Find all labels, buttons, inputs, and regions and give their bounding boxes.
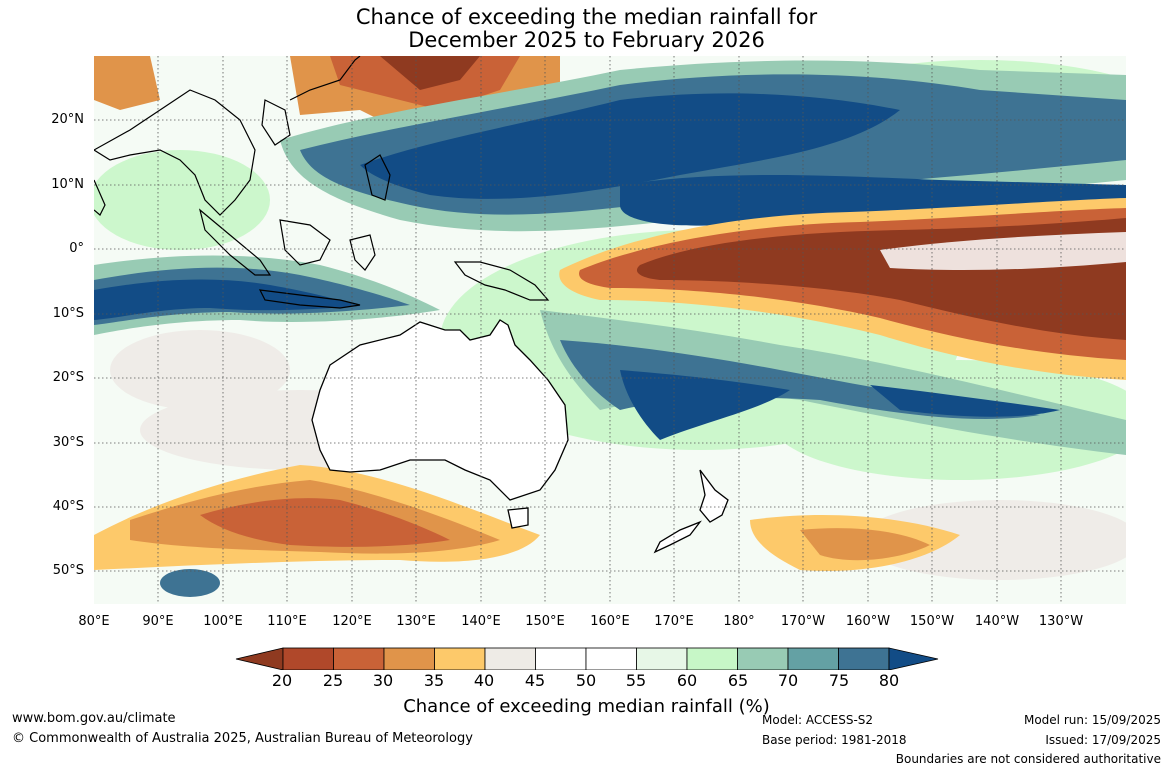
colorbar-tick-75: 75 (828, 671, 850, 690)
lon-label-130w: 130°W (1038, 614, 1084, 629)
lat-label-10s: 10°S (52, 306, 84, 321)
lat-label-0: 0° (69, 241, 84, 256)
dry-equatorial-tongue (559, 198, 1126, 380)
colorbar (235, 647, 939, 670)
colorbar-segment (484, 647, 536, 670)
copyright-text: © Commonwealth of Australia 2025, Austra… (12, 731, 473, 746)
colorbar-segment (535, 647, 587, 670)
colorbar-tick-50: 50 (575, 671, 597, 690)
lon-label-160e: 160°E (590, 614, 630, 629)
lon-label-80e: 80°E (78, 614, 110, 629)
colorbar-segment (333, 647, 385, 670)
wet-band-north (280, 60, 1126, 232)
colorbar-tick-30: 30 (372, 671, 394, 690)
colorbar-tick-35: 35 (423, 671, 445, 690)
lat-label-20s: 20°S (52, 370, 84, 385)
colorbar-tick-25: 25 (322, 671, 344, 690)
colorbar-tick-40: 40 (473, 671, 495, 690)
wet-band-south-pacific (540, 310, 1126, 455)
lon-label-170e: 170°E (654, 614, 694, 629)
lon-label-100e: 100°E (203, 614, 243, 629)
issued-text: Issued: 17/09/2025 (1045, 733, 1161, 747)
base-period-text: Base period: 1981-2018 (762, 733, 907, 747)
colorbar-extend-high (888, 647, 939, 670)
maritime-continent-landmasses (198, 99, 550, 309)
lon-label-120e: 120°E (332, 614, 372, 629)
lon-label-150e: 150°E (525, 614, 565, 629)
colorbar-title: Chance of exceeding median rainfall (%) (403, 696, 770, 717)
colorbar-tick-20: 20 (271, 671, 293, 690)
lon-label-160w: 160°W (845, 614, 891, 629)
colorbar-tick-65: 65 (727, 671, 749, 690)
lon-label-170w: 170°W (780, 614, 826, 629)
colorbar-segment (383, 647, 435, 670)
colorbar-tick-60: 60 (676, 671, 698, 690)
colorbar-tick-45: 45 (524, 671, 546, 690)
lat-label-40s: 40°S (52, 499, 84, 514)
new-zealand-landmass (653, 469, 729, 554)
colorbar-segment (787, 647, 839, 670)
model-text: Model: ACCESS-S2 (762, 713, 874, 727)
graticule (94, 56, 1126, 604)
colorbar-segment (636, 647, 688, 670)
colorbar-segment (282, 647, 334, 670)
lon-label-110e: 110°E (267, 614, 307, 629)
map-title-line-1: Chance of exceeding the median rainfall … (355, 5, 818, 29)
colorbar-segment (737, 647, 789, 670)
lon-label-130e: 130°E (396, 614, 436, 629)
map-title-line-2: December 2025 to February 2026 (408, 28, 765, 52)
colorbar-tick-80: 80 (878, 671, 900, 690)
rainfall-probability-map (94, 56, 1126, 604)
wet-band-indian-ocean (94, 255, 440, 335)
lon-label-180: 180° (723, 614, 755, 629)
lon-label-90e: 90°E (142, 614, 174, 629)
colorbar-segment (838, 647, 890, 670)
lon-label-150w: 150°W (909, 614, 955, 629)
colorbar-tick-70: 70 (777, 671, 799, 690)
colorbar-tick-55: 55 (625, 671, 647, 690)
colorbar-extend-low (235, 647, 284, 670)
model-run-text: Model run: 15/09/2025 (1023, 713, 1161, 727)
colorbar-segment (434, 647, 486, 670)
lat-label-50s: 50°S (52, 563, 84, 578)
lon-label-140e: 140°E (461, 614, 501, 629)
lat-label-20n: 20°N (51, 112, 84, 127)
website-text: www.bom.gov.au/climate (12, 711, 176, 726)
lat-label-30s: 30°S (52, 435, 84, 450)
disclaimer-text: Boundaries are not considered authoritat… (895, 752, 1161, 766)
australia-landmass (311, 319, 569, 529)
colorbar-segment (686, 647, 738, 670)
lat-label-10n: 10°N (51, 177, 84, 192)
colorbar-segment (585, 647, 637, 670)
asia-mainland (94, 56, 361, 216)
dry-southern-ocean (94, 465, 960, 597)
lon-label-140w: 140°W (974, 614, 1020, 629)
